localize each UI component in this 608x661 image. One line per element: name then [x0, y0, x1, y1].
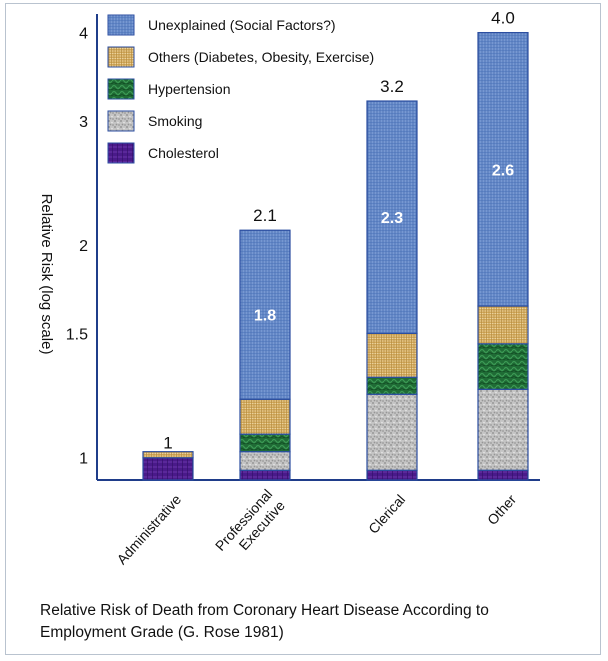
x-tick-label-administrative: Administrative [114, 491, 185, 567]
segment-label-professional-executive: 1.8 [254, 308, 276, 325]
bar-administrative-others-diabetes-obesity-exercise [142, 451, 194, 459]
x-tick-label-word: Administrative [114, 491, 185, 567]
y-tick-label-4: 4 [79, 26, 88, 43]
total-label-clerical: 3.2 [380, 77, 404, 96]
bar-other-hypertension [477, 343, 529, 390]
bar-professional-executive-hypertension [239, 433, 291, 453]
y-tick-labels: 1 1.5 2 3 4 [66, 26, 88, 468]
legend-swatch-unexplained-social-factors [107, 14, 135, 36]
segment-label-other: 2.6 [492, 162, 514, 179]
bar-professional-executive-others-diabetes-obesity-exercise [239, 398, 291, 435]
y-axis-label: Relative Risk (log scale) [38, 194, 55, 355]
bar-other-cholesterol [477, 469, 529, 481]
legend: Unexplained (Social Factors?) Others (Dia… [107, 14, 374, 164]
caption-line-1: Relative Risk of Death from Coronary Hea… [40, 602, 489, 619]
bar-professional-executive-smoking [239, 451, 291, 471]
x-tick-label-word: Other [484, 491, 520, 528]
bar-other-unexplained-social-factors [477, 31, 529, 307]
bar-clerical-smoking [366, 393, 418, 471]
x-tick-label-word: Clerical [365, 491, 408, 536]
chart-caption: Relative Risk of Death from Coronary Hea… [40, 600, 585, 644]
legend-label-unexplained-social-factors: Unexplained (Social Factors?) [148, 17, 336, 33]
y-tick-label-2: 2 [79, 238, 88, 255]
y-tick-label-0: 1 [79, 451, 88, 468]
caption-line-2: Employment Grade (G. Rose 1981) [40, 624, 284, 641]
y-tick-label-1: 1.5 [66, 326, 88, 343]
x-tick-label-other: Other [484, 491, 520, 528]
legend-swatch-smoking [107, 110, 135, 132]
y-tick-label-3: 3 [79, 114, 88, 131]
legend-label-cholesterol: Cholesterol [148, 145, 219, 161]
legend-swatch-hypertension [107, 78, 135, 100]
bar-other-others-diabetes-obesity-exercise [477, 305, 529, 345]
bar-other-smoking [477, 388, 529, 471]
bar-clerical-others-diabetes-obesity-exercise [366, 332, 418, 378]
legend-label-others-diabetes-obesity-exercise: Others (Diabetes, Obesity, Exercise) [148, 49, 374, 65]
legend-label-smoking: Smoking [148, 113, 202, 129]
bar-clerical-cholesterol [366, 469, 418, 481]
bar-professional-executive-cholesterol [239, 469, 291, 481]
segment-label-clerical: 2.3 [381, 210, 403, 227]
bar-clerical-unexplained-social-factors [366, 100, 418, 334]
total-label-other: 4.0 [491, 9, 515, 28]
legend-label-hypertension: Hypertension [148, 81, 231, 97]
total-label-administrative: 1 [163, 434, 172, 453]
legend-swatch-cholesterol [107, 142, 135, 164]
bar-clerical-hypertension [366, 376, 418, 395]
legend-swatch-others-diabetes-obesity-exercise [107, 46, 135, 68]
bar-professional-executive-unexplained-social-factors [239, 229, 291, 400]
x-tick-label-clerical: Clerical [365, 491, 408, 536]
total-label-professional-executive: 2.1 [253, 206, 277, 225]
bars: 1 1.8 2.1 2.3 3.2 2.6 4.0 [142, 9, 529, 481]
bar-administrative-cholesterol [142, 457, 194, 481]
